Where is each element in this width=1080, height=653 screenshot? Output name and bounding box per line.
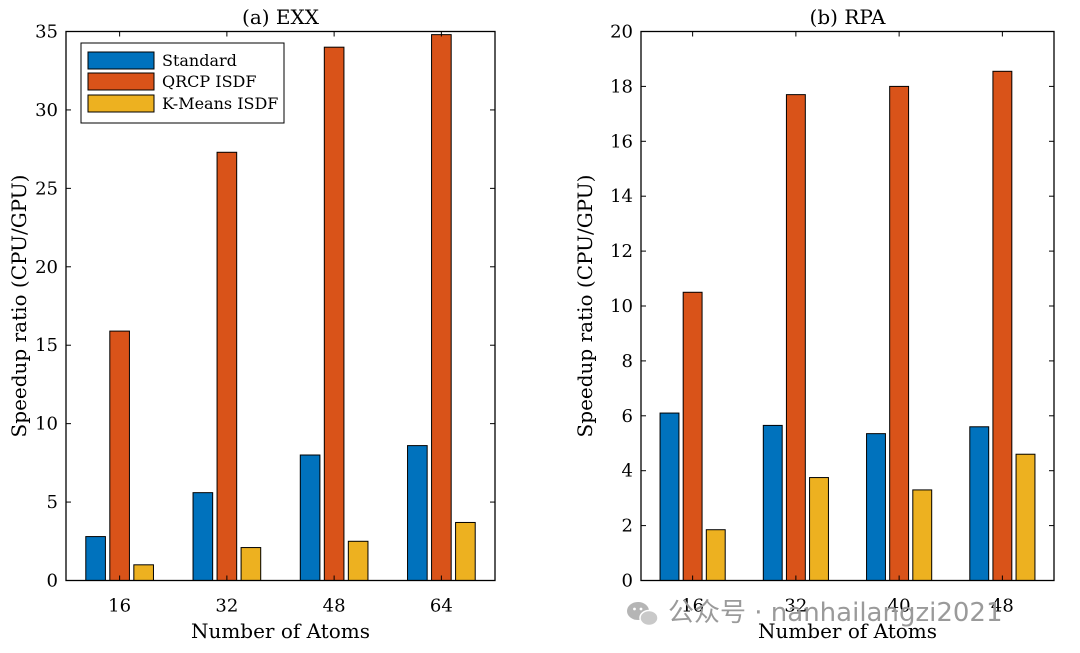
bar-standard-16 — [85, 536, 106, 582]
y-tick-label: 16 — [610, 131, 633, 152]
x-axis-label: Number of Atoms — [758, 619, 937, 643]
y-tick-label: 12 — [610, 241, 633, 262]
y-tick-label: 2 — [622, 516, 633, 537]
x-tick-label: 64 — [430, 596, 453, 617]
bar-kmeans-40 — [912, 489, 933, 582]
bar-kmeans-32 — [240, 547, 262, 581]
watermark-text: 公众号 · nanhailangzi2021 — [668, 598, 1003, 628]
bar-qrcp-32 — [216, 151, 238, 581]
x-tick-label: 40 — [888, 596, 911, 617]
bar-standard-64 — [407, 445, 428, 581]
bar-standard-16 — [659, 412, 680, 581]
bar-standard-48 — [299, 454, 321, 581]
wechat-logo-icon — [627, 602, 659, 627]
x-tick-label: 48 — [323, 596, 346, 617]
y-tick-label: 20 — [610, 22, 633, 43]
y-tick-label: 14 — [610, 186, 633, 207]
y-tick-label: 25 — [35, 178, 58, 199]
bars-group — [85, 34, 476, 582]
bar-qrcp-32 — [785, 94, 806, 581]
bar-kmeans-16 — [705, 529, 726, 582]
y-ticks: 0 5 10 15 20 25 30 35 — [35, 22, 495, 592]
chart-exx: (a) EXX 0 5 10 15 20 25 30 35 16 32 48 64 Number o… — [7, 5, 496, 643]
y-tick-label: 4 — [622, 461, 633, 482]
legend: Standard QRCP ISDF K-Means ISDF — [80, 42, 285, 124]
legend-swatch-kmeans — [87, 94, 155, 113]
bar-kmeans-16 — [133, 564, 154, 581]
y-axis-label: Speedup ratio (CPU/GPU) — [573, 175, 597, 438]
bar-qrcp-48 — [992, 70, 1013, 582]
bar-kmeans-48 — [347, 540, 369, 581]
x-tick-label: 48 — [991, 596, 1014, 617]
bar-standard-48 — [969, 426, 990, 581]
y-tick-label: 0 — [622, 571, 633, 592]
chart-title: (b) RPA — [810, 5, 886, 29]
x-tick-label: 16 — [681, 596, 704, 617]
y-tick-label: 30 — [35, 100, 58, 121]
bars-group — [659, 70, 1036, 582]
chart-rpa: (b) RPA 0 2 4 6 8 10 12 14 16 18 20 16 32 40 48 Numbe… — [573, 5, 1055, 643]
x-tick-label: 32 — [215, 596, 238, 617]
y-tick-label: 6 — [622, 406, 633, 427]
y-tick-label: 20 — [35, 257, 58, 278]
x-tick-label: 16 — [108, 596, 131, 617]
y-tick-label: 18 — [610, 76, 633, 97]
bar-qrcp-16 — [682, 291, 703, 581]
y-tick-label: 10 — [35, 414, 58, 435]
y-tick-label: 35 — [35, 22, 58, 43]
y-tick-label: 5 — [47, 492, 58, 513]
y-axis-label: Speedup ratio (CPU/GPU) — [7, 175, 31, 438]
bar-qrcp-40 — [889, 85, 910, 582]
bar-qrcp-48 — [323, 46, 345, 581]
bar-standard-32 — [192, 492, 214, 581]
bar-kmeans-64 — [455, 521, 476, 581]
axes-frame — [65, 30, 496, 582]
chart-title: (a) EXX — [242, 5, 320, 29]
legend-swatch-qrcp — [87, 72, 155, 91]
y-tick-label: 10 — [610, 296, 633, 317]
legend-label-standard: Standard — [162, 51, 237, 70]
y-tick-label: 15 — [35, 335, 58, 356]
bar-kmeans-48 — [1015, 453, 1036, 582]
bar-standard-40 — [866, 433, 886, 581]
y-tick-label: 0 — [47, 571, 58, 592]
y-tick-label: 8 — [622, 351, 633, 372]
bar-qrcp-64 — [431, 34, 452, 581]
legend-label-kmeans: K-Means ISDF — [162, 94, 278, 113]
x-ticks: 16 32 48 64 — [108, 31, 453, 617]
watermark: 公众号 · nanhailangzi2021 — [627, 598, 1003, 628]
bar-kmeans-32 — [809, 477, 829, 581]
y-ticks: 0 2 4 6 8 10 12 14 16 18 20 — [610, 22, 1054, 592]
legend-swatch-standard — [87, 51, 155, 70]
x-axis-label: Number of Atoms — [191, 619, 370, 643]
x-tick-label: 32 — [784, 596, 807, 617]
legend-label-qrcp: QRCP ISDF — [162, 72, 256, 91]
axes-frame — [640, 30, 1055, 582]
bar-qrcp-16 — [109, 330, 130, 581]
x-ticks: 16 32 40 48 — [681, 31, 1014, 617]
bar-standard-32 — [762, 424, 783, 581]
